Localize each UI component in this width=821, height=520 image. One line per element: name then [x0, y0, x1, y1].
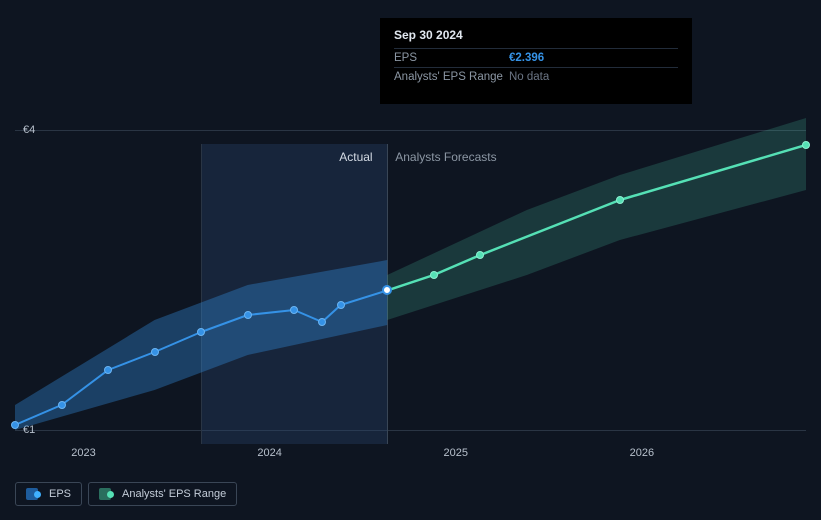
actual-point-marker[interactable] [11, 421, 19, 429]
actual-point-marker[interactable] [197, 328, 205, 336]
x-axis-label: 2025 [444, 447, 468, 459]
x-axis: 2023 2024 2025 2026 [37, 447, 806, 465]
tooltip-row: Analysts' EPS RangeNo data [394, 67, 678, 86]
x-axis-label: 2024 [257, 447, 281, 459]
forecast-range-band [387, 118, 806, 320]
actual-point-marker[interactable] [318, 318, 326, 326]
forecast-point-marker[interactable] [430, 271, 438, 279]
x-axis-label: 2023 [71, 447, 95, 459]
tooltip: Sep 30 2024 EPS€2.396Analysts' EPS Range… [380, 18, 692, 104]
legend-label: Analysts' EPS Range [122, 488, 226, 500]
actual-range-band [15, 260, 387, 430]
legend-swatch-icon [99, 488, 114, 500]
legend-item-eps[interactable]: EPS [15, 482, 82, 506]
actual-point-marker[interactable] [337, 301, 345, 309]
tooltip-value: No data [509, 71, 549, 83]
legend: EPS Analysts' EPS Range [15, 482, 237, 506]
tooltip-row: EPS€2.396 [394, 48, 678, 67]
tooltip-key: Analysts' EPS Range [394, 71, 509, 83]
tooltip-key: EPS [394, 52, 509, 64]
tooltip-value: €2.396 [509, 52, 544, 64]
tooltip-date: Sep 30 2024 [394, 28, 678, 42]
legend-label: EPS [49, 488, 71, 500]
legend-swatch-icon [26, 488, 41, 500]
actual-point-marker[interactable] [104, 366, 112, 374]
x-axis-label: 2026 [630, 447, 654, 459]
forecast-point-marker[interactable] [802, 141, 810, 149]
actual-point-marker[interactable] [290, 306, 298, 314]
actual-point-marker[interactable] [151, 348, 159, 356]
forecast-point-marker[interactable] [616, 196, 624, 204]
cursor-marker[interactable] [382, 285, 392, 295]
actual-point-marker[interactable] [58, 401, 66, 409]
legend-item-range[interactable]: Analysts' EPS Range [88, 482, 237, 506]
forecast-point-marker[interactable] [476, 251, 484, 259]
actual-point-marker[interactable] [244, 311, 252, 319]
